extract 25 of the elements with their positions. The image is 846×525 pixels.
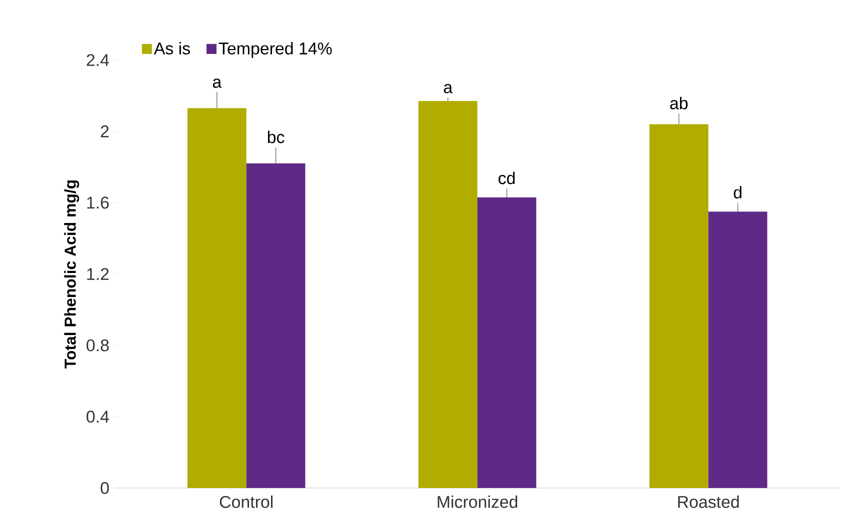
data-label: a [444,84,453,94]
data-label: cd [498,172,515,184]
y-tick-label: 0.8 [86,339,109,352]
y-tick-label: 2.4 [86,54,109,66]
y-axis-title: Total Phenolic Acid mg/g [64,180,80,368]
y-tick-label: 2 [100,125,109,138]
y-tick-label: 0.4 [86,410,109,423]
y-tick-label: 0 [100,482,109,494]
data-label: a [212,78,222,88]
bar [708,212,768,488]
data-label: ab [670,96,688,110]
y-tick-label: 1.6 [87,196,109,209]
bar [246,163,306,488]
x-tick-label: Control [220,496,273,508]
data-label: bc [268,130,284,144]
legend-label: Tempered 14% [218,42,332,58]
y-tick-label: 1.2 [87,268,109,280]
bar [649,124,708,488]
bar [477,197,536,488]
x-tick-label: Micronized [438,496,518,508]
x-tick-label: Roasted [678,496,739,508]
bar [418,101,478,488]
bar [187,108,246,488]
data-label: d [734,186,742,198]
legend-label: As is [154,42,190,54]
